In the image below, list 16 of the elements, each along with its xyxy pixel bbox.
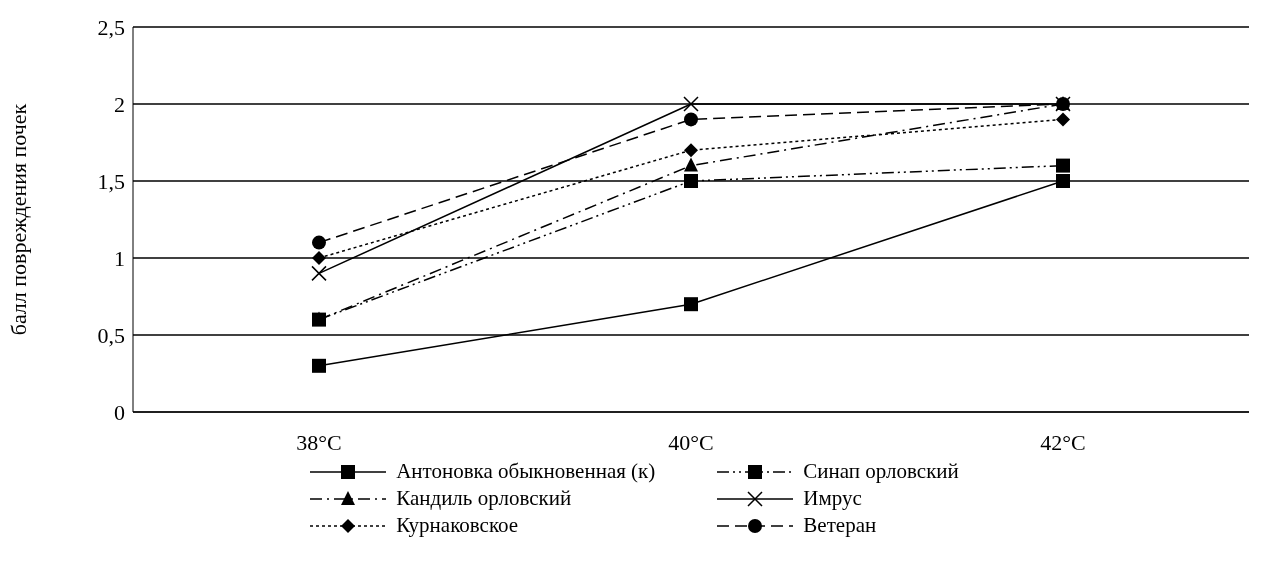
legend-label: Антоновка обыкновенная (к) xyxy=(396,458,656,485)
y-tick-label: 2 xyxy=(114,91,125,117)
y-tick-label: 2,5 xyxy=(97,14,125,40)
legend-label: Кандиль орловский xyxy=(396,485,572,512)
y-tick-label: 1 xyxy=(114,245,125,271)
legend-label: Синап орловский xyxy=(803,458,959,485)
y-tick-label: 1,5 xyxy=(97,168,125,194)
legend-label: Ветеран xyxy=(803,512,877,539)
x-tick-label: 40°C xyxy=(668,429,714,455)
y-axis-title: балл повреждения почек xyxy=(5,103,31,336)
y-tick-label: 0 xyxy=(114,399,125,425)
x-tick-label: 42°C xyxy=(1040,429,1086,455)
x-tick-label: 38°C xyxy=(296,429,342,455)
legend-label: Курнаковское xyxy=(396,512,519,539)
y-tick-label: 0,5 xyxy=(97,322,125,348)
legend-label: Имрус xyxy=(803,485,862,512)
